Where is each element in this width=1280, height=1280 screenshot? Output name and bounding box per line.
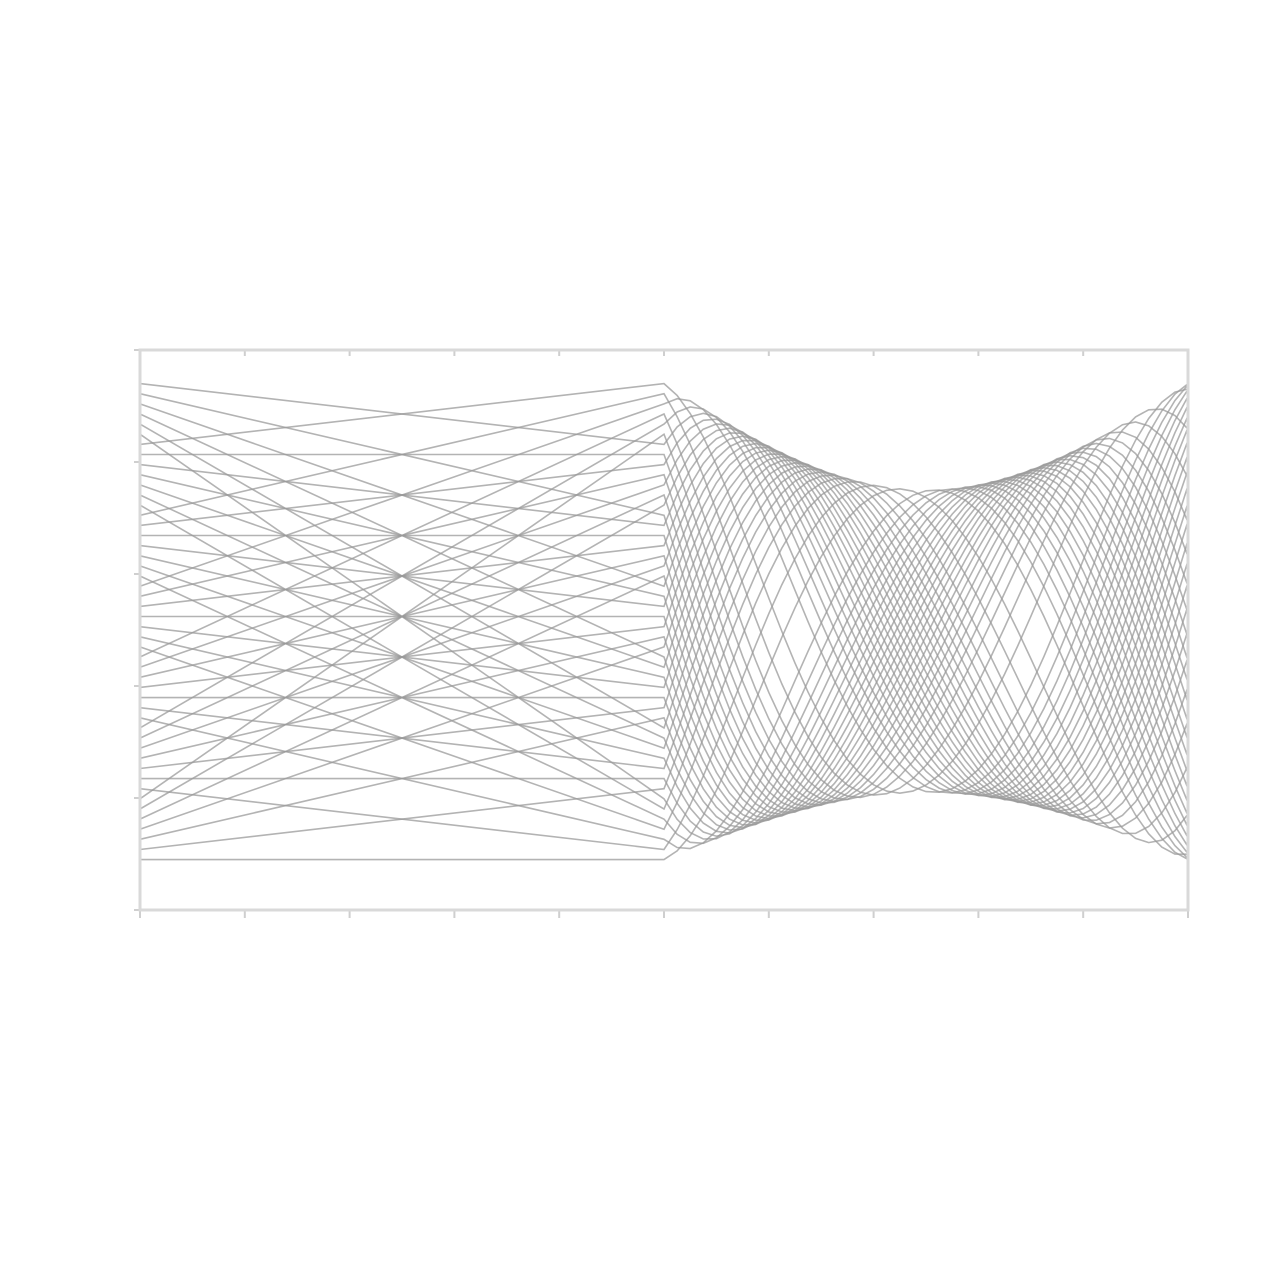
ray-line [139,484,1189,851]
ray-line [139,451,1189,806]
ray-line [139,446,1189,804]
ticks-layer [134,349,1189,918]
ray-line [139,464,1189,820]
ray-line [139,432,1189,801]
ray-line [140,458,1189,810]
ray-line [139,447,1189,804]
ray-line [139,415,1189,799]
ray-line [139,423,1189,814]
plot-frame [138,348,1190,912]
ray-line [139,455,1189,809]
ray-line [139,388,1189,794]
ray-line [139,482,1189,839]
ray-line [140,442,1189,803]
ray-line [139,471,1189,820]
ray-line [139,466,1189,816]
ray-line [139,403,1189,803]
ray-line [139,459,1189,810]
ray-line [139,471,1189,819]
ray-line [140,478,1189,826]
ray-line [139,382,1189,795]
ray-line [139,481,1189,831]
ray-line [140,485,1189,855]
ray-line [139,439,1189,801]
ray-line [139,413,1189,822]
rays-layer [139,382,1189,861]
ray-line [139,392,1189,796]
ray-line [140,469,1189,817]
ray-line [139,468,1189,817]
ray-line [139,453,1189,830]
ray-line [139,392,1189,808]
ray-line [139,477,1189,825]
ray-line [139,412,1189,799]
ray-line [139,476,1189,824]
ray-line [139,433,1189,859]
ray-line [139,461,1189,812]
ray-line [139,461,1189,813]
